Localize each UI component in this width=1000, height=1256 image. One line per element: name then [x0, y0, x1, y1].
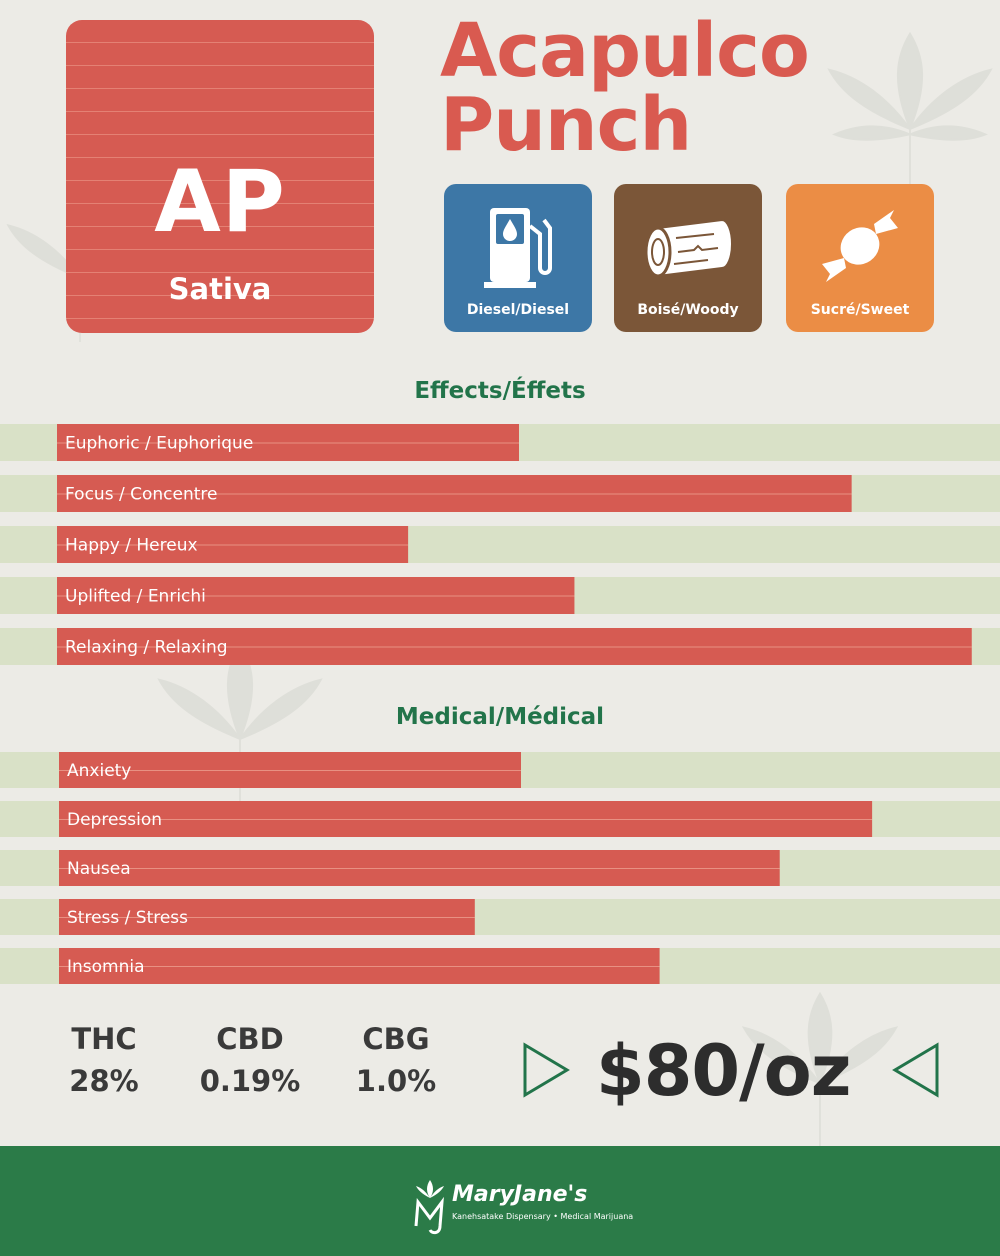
stat-label: THC — [71, 1022, 137, 1056]
bar-label: Euphoric / Euphorique — [65, 434, 253, 454]
stat-value: 1.0% — [355, 1064, 437, 1098]
fuel-pump-icon — [484, 208, 552, 288]
bar-label: Uplifted / Enrichi — [65, 587, 206, 607]
bar-label: Happy / Hereux — [65, 536, 198, 556]
bar-stripe — [59, 917, 475, 918]
bar — [59, 850, 780, 886]
stat-value: 28% — [69, 1064, 139, 1098]
bar-stripe — [57, 442, 519, 444]
stat-cbd: CBD 0.19% — [190, 1022, 310, 1098]
bar-stripe — [59, 966, 660, 967]
bar-stripe — [57, 493, 852, 495]
brand-tagline: Kanehsatake Dispensary • Medical Marijua… — [452, 1212, 634, 1221]
triangle-right-icon — [523, 1042, 570, 1098]
flavor-label: Sucré/Sweet — [810, 302, 910, 318]
bar-stripe — [59, 819, 873, 820]
strain-code: AP — [154, 152, 286, 252]
bar-label: Relaxing / Relaxing — [65, 638, 228, 658]
bar-stripe — [57, 595, 575, 597]
stat-thc: THC 28% — [54, 1022, 154, 1098]
bar — [57, 526, 409, 563]
strain-name-line2: Punch — [440, 82, 692, 168]
stat-cbg: CBG 1.0% — [346, 1022, 446, 1098]
bar-label: Anxiety — [67, 761, 131, 781]
stat-label: CBD — [216, 1022, 284, 1056]
strain-type: Sativa — [168, 272, 272, 306]
bar-stripe — [59, 868, 780, 869]
effects-title: Effects/Éffets — [414, 378, 586, 404]
bar-stripe — [59, 770, 521, 771]
mj-cannabis-logo-icon — [414, 1180, 444, 1235]
brand-name: MaryJane's — [452, 1182, 588, 1207]
strain-name-line1: Acapulco — [440, 8, 810, 94]
stat-value: 0.19% — [199, 1064, 301, 1098]
strain-badge: AP Sativa — [66, 20, 374, 333]
bar — [59, 948, 660, 984]
bar — [57, 475, 852, 512]
bar — [59, 801, 873, 837]
medical-title: Medical/Médical — [395, 704, 605, 730]
flavor-label: Boisé/Woody — [637, 302, 739, 318]
background-leaf-icon — [741, 991, 899, 1152]
bar-stripe — [57, 646, 972, 648]
bar-label: Insomnia — [67, 957, 145, 977]
footer: MaryJane's Kanehsatake Dispensary • Medi… — [0, 1146, 1000, 1256]
bar-label: Depression — [67, 810, 162, 830]
background-leaf-icon — [827, 31, 993, 201]
flavor-tile-sweet: Sucré/Sweet — [786, 184, 934, 332]
bar — [57, 424, 519, 461]
stat-label: CBG — [362, 1022, 430, 1056]
bar — [59, 899, 475, 935]
triangle-left-icon — [892, 1042, 939, 1098]
bar-stripe — [57, 544, 409, 546]
bar — [59, 752, 521, 788]
price: $80/oz — [596, 1030, 852, 1112]
bar-label: Focus / Concentre — [65, 485, 217, 505]
bar-label: Nausea — [67, 859, 131, 879]
flavor-label: Diesel/Diesel — [466, 302, 570, 318]
strain-name: Acapulco Punch — [440, 8, 810, 168]
bar-label: Stress / Stress — [67, 908, 188, 928]
bar — [57, 577, 575, 614]
candy-icon — [822, 210, 898, 282]
bar — [57, 628, 972, 665]
flavor-tile-diesel: Diesel/Diesel — [444, 184, 592, 332]
flavor-tile-woody: Boisé/Woody — [614, 184, 762, 332]
wood-log-icon — [644, 218, 733, 278]
